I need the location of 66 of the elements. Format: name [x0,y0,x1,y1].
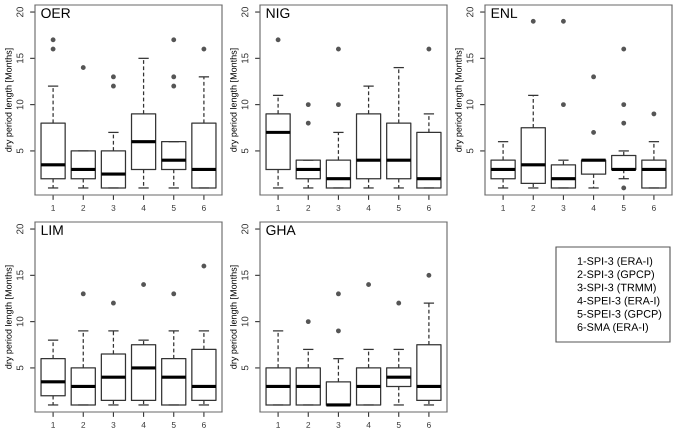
y-tick-label: 15 [242,270,248,280]
x-tick-label: 3 [336,204,340,211]
x-tick-label: 3 [336,422,340,428]
text: 6-SMA (ERA-I) [578,322,648,334]
text: 4-SPEI-3 (ERA-I) [577,296,660,307]
x-tick-label: 5 [172,422,176,428]
y-tick-label: 20 [16,224,24,234]
x-tick-label: 6 [202,204,206,211]
x-tick-label: 4 [591,205,596,211]
chart-title: GHA [266,225,296,236]
x-tick-label: 2 [531,204,536,211]
y-axis-title: dry period length [Months] [230,48,238,152]
y-tick-label: 5 [16,148,24,154]
y-tick-label: 15 [16,53,24,63]
x-tick-label: 3 [111,422,116,428]
chart-title: LIM [42,225,63,235]
y-axis-title: dry period length [Months] [455,48,464,152]
x-tick-label: 1 [276,422,280,428]
y-tick-label: 5 [16,366,24,370]
y-tick-label: 5 [242,366,248,370]
chart-title: OER [41,8,70,18]
y-tick-label: 10 [241,100,248,110]
x-tick-label: 6 [652,204,656,211]
x-tick-label: 4 [366,205,371,211]
text: 2-SPI-3 (GPCP) [578,270,654,280]
x-tick-label: 2 [306,204,310,211]
y-tick-label: 20 [16,7,24,17]
x-tick-label: 2 [306,422,310,428]
y-tick-label: 15 [242,53,248,63]
chart-title: ENL [492,8,518,18]
y-axis-title: dry period length [Months] [5,265,14,369]
y-tick-label: 15 [466,53,474,63]
y-tick-label: 10 [466,100,474,110]
x-tick-label: 5 [396,205,401,211]
y-axis-title: dry period length [Months] [230,265,238,369]
text: 5-SPEI-3 (GPCP) [577,310,662,320]
x-tick-label: 3 [561,204,566,211]
y-tick-label: 5 [242,148,248,154]
text: 1-SPI-3 (ERA-I) [578,256,652,268]
x-tick-label: 1 [51,422,56,428]
x-tick-label: 6 [427,204,431,211]
y-tick-label: 10 [16,100,24,110]
text: 3-SPI-3 (TRMM) [577,283,656,294]
y-tick-label: 20 [241,224,248,234]
y-tick-label: 20 [466,7,474,17]
y-axis-title: dry period length [Months] [5,48,14,152]
x-tick-label: 5 [396,422,401,428]
x-tick-label: 2 [81,422,86,428]
x-tick-label: 5 [172,205,176,211]
x-tick-label: 2 [81,204,86,211]
x-tick-label: 1 [276,205,280,211]
x-tick-label: 6 [202,422,206,428]
x-tick-label: 5 [622,205,626,211]
y-tick-label: 5 [466,148,474,154]
x-tick-label: 4 [366,422,371,428]
y-tick-label: 20 [241,7,248,17]
x-tick-label: 1 [501,205,506,211]
x-tick-label: 1 [51,205,56,211]
x-tick-label: 6 [427,422,431,428]
chart-title: NIG [266,8,290,18]
x-tick-label: 4 [141,422,146,428]
y-tick-label: 15 [16,270,24,280]
y-tick-label: 10 [16,316,24,326]
x-tick-label: 4 [141,205,146,211]
x-tick-label: 3 [111,204,116,211]
y-tick-label: 10 [241,316,248,326]
